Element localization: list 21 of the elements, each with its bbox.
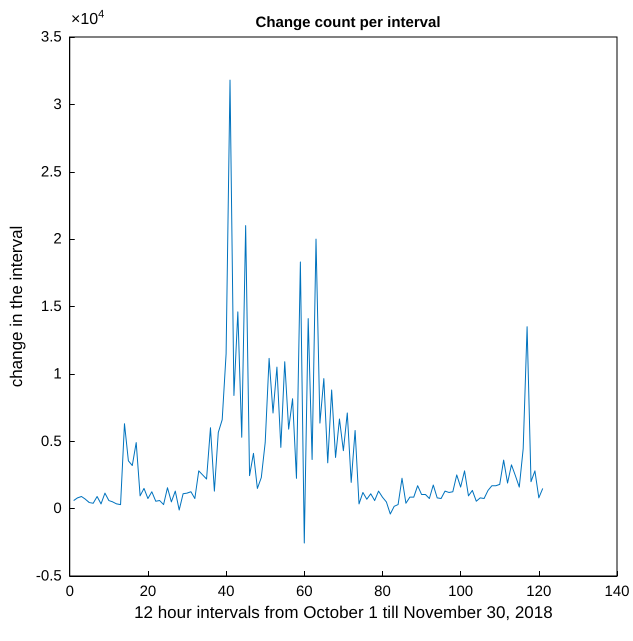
y-tick-label: -0.5 [36,568,62,584]
y-tick-label: 3.5 [40,28,62,46]
x-tick-label: 140 [604,583,630,600]
x-tick-label: 100 [448,583,474,600]
x-tick-label: 0 [66,583,74,600]
y-axis-title: change in the interval [7,226,26,388]
y-tick-label: 0 [53,500,62,518]
x-tick-label: 20 [140,583,156,600]
y-tick-label: 2 [53,230,62,248]
x-tick-label: 60 [296,583,313,600]
x-axis-title: 12 hour intervals from October 1 till November 30, 2018 [134,603,553,622]
y-tick-label: 1.5 [40,298,62,315]
y-tick-label: 0.5 [40,432,62,450]
line-series [73,80,544,544]
y-tick-label: 1 [53,365,62,382]
x-tick-label: 120 [526,583,552,600]
x-tick-label: 40 [218,583,234,600]
y-tick-label: 2.5 [40,163,62,180]
y-tick-label: 3 [53,96,62,113]
chart-title: Change count per interval [255,14,441,31]
x-tick-label: 80 [374,583,391,600]
